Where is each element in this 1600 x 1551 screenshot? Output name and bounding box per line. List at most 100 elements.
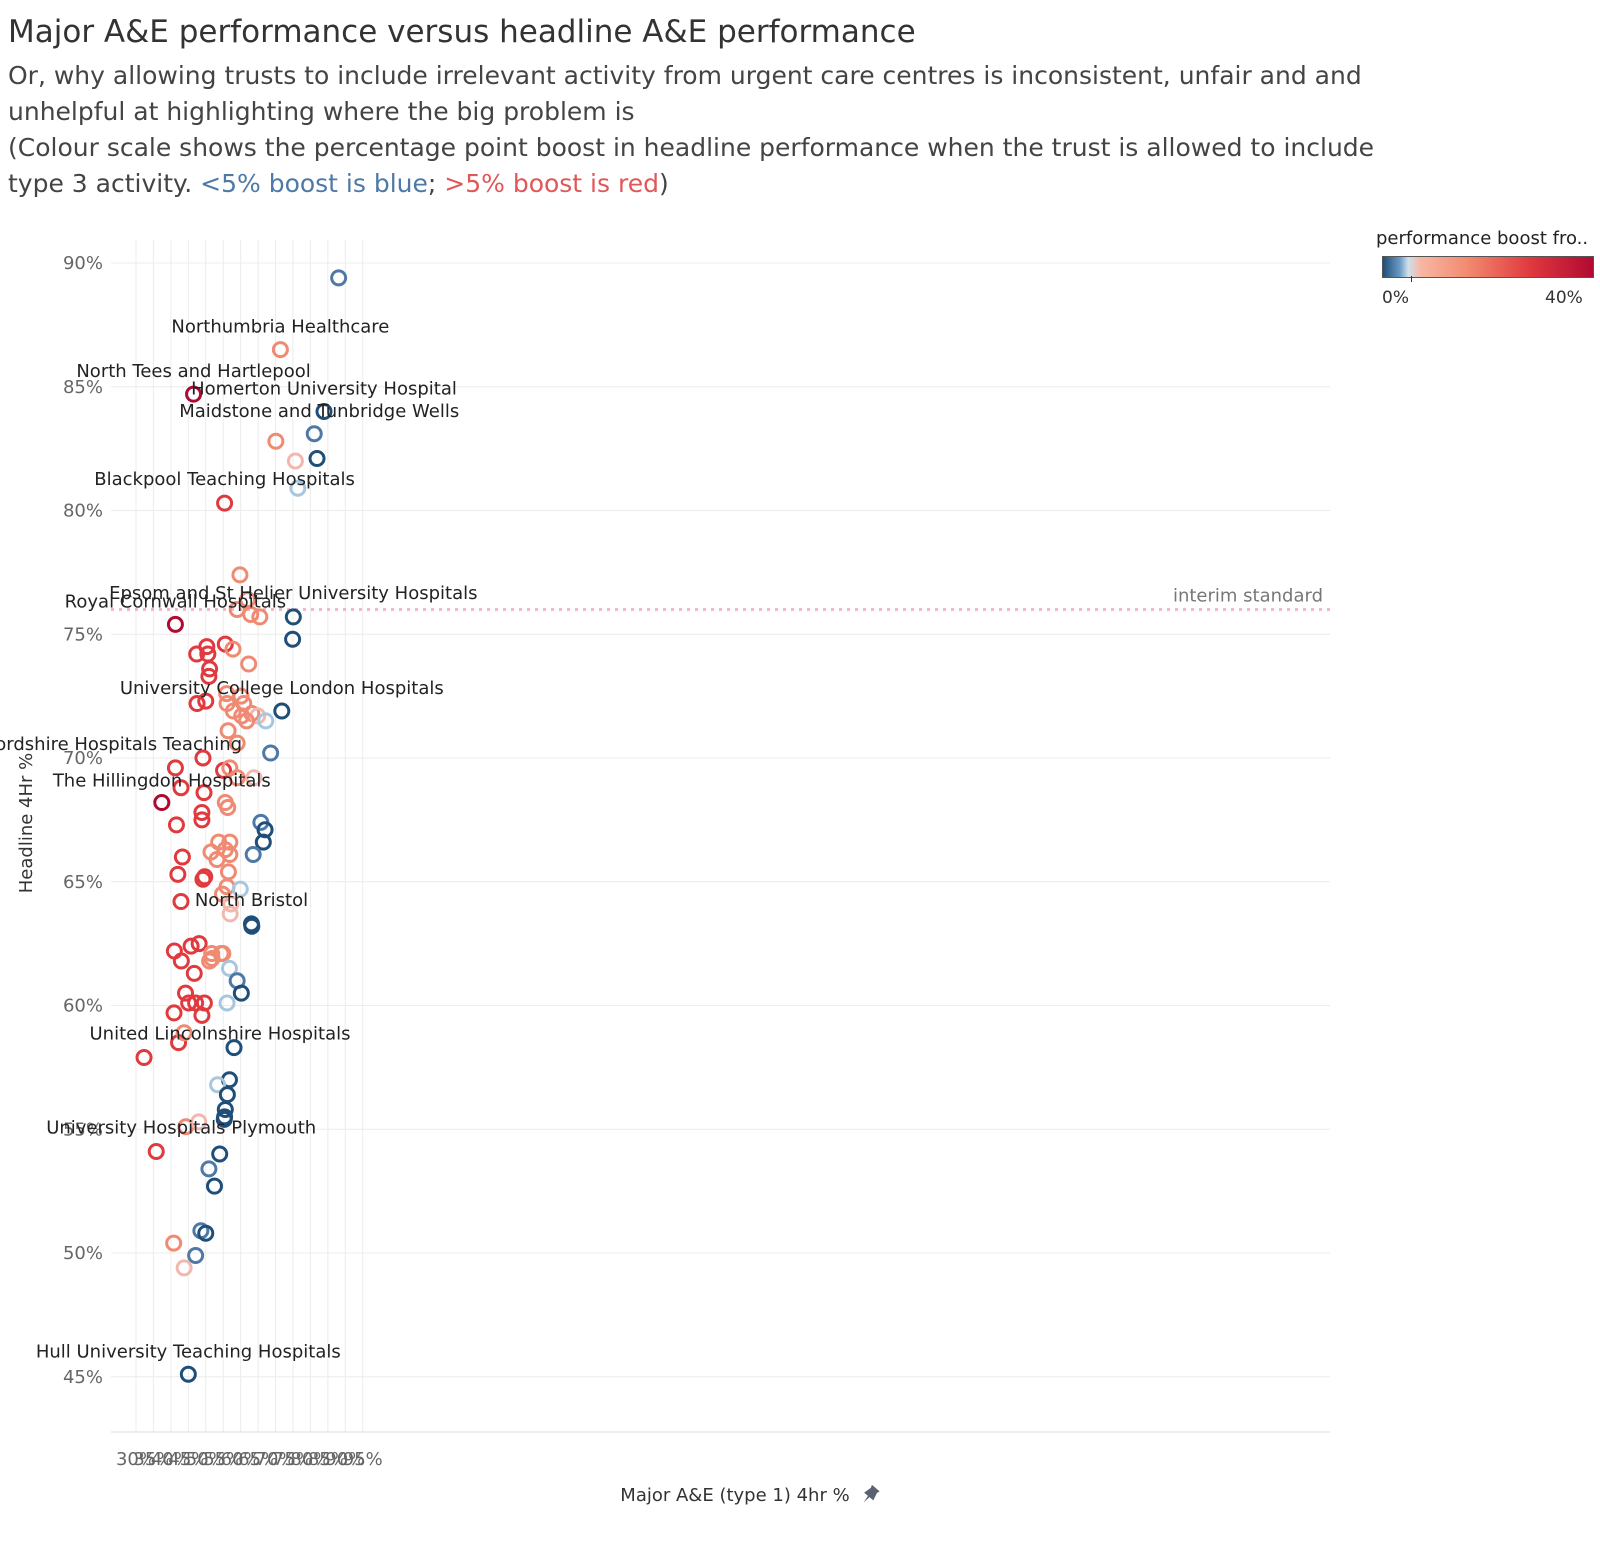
data-point[interactable]	[201, 660, 219, 678]
data-point[interactable]	[195, 784, 213, 802]
data-point[interactable]	[193, 1006, 211, 1024]
data-point[interactable]	[243, 917, 261, 935]
data-point[interactable]	[172, 779, 190, 797]
data-point[interactable]	[242, 605, 260, 623]
data-point[interactable]	[172, 952, 190, 970]
data-point[interactable]	[273, 702, 291, 720]
data-point[interactable]	[190, 1113, 208, 1131]
data-point[interactable]	[232, 984, 250, 1002]
data-point[interactable]	[203, 949, 221, 967]
data-point[interactable]	[180, 994, 198, 1012]
data-point[interactable]	[289, 479, 307, 497]
data-point[interactable]	[185, 964, 203, 982]
data-point[interactable]	[222, 895, 240, 913]
data-point[interactable]	[221, 905, 239, 923]
data-point[interactable]	[214, 885, 232, 903]
data-point[interactable]	[228, 769, 246, 787]
legend-zero-tick	[1411, 276, 1412, 282]
data-point[interactable]	[251, 608, 269, 626]
data-point[interactable]	[188, 645, 206, 663]
data-point[interactable]	[196, 868, 214, 886]
data-point[interactable]	[215, 1110, 233, 1128]
data-point[interactable]	[185, 385, 203, 403]
data-point[interactable]	[216, 1100, 234, 1118]
data-point[interactable]	[135, 1048, 153, 1066]
data-point[interactable]	[233, 707, 251, 725]
point-label: West Hertfordshire Hospitals Teaching	[0, 734, 242, 755]
data-point[interactable]	[286, 452, 304, 470]
data-point[interactable]	[165, 1234, 183, 1252]
data-point[interactable]	[257, 712, 275, 730]
x-tick-label: 60%	[221, 1449, 261, 1470]
data-point[interactable]	[193, 811, 211, 829]
data-point[interactable]	[244, 846, 262, 864]
legend-title[interactable]: performance boost fro..	[1376, 228, 1589, 249]
data-point[interactable]	[165, 1004, 183, 1022]
data-point[interactable]	[231, 566, 249, 584]
data-point[interactable]	[166, 615, 184, 633]
data-point[interactable]	[224, 640, 242, 658]
data-point[interactable]	[167, 816, 185, 834]
data-point[interactable]	[166, 759, 184, 777]
data-point[interactable]	[232, 687, 250, 705]
data-point[interactable]	[219, 799, 237, 816]
data-point[interactable]	[284, 630, 302, 648]
legend-max-label: 40%	[1545, 288, 1583, 308]
data-point[interactable]	[175, 1024, 193, 1042]
data-point[interactable]	[218, 1086, 236, 1104]
data-point[interactable]	[209, 1076, 227, 1094]
legend-color-scale[interactable]	[1382, 256, 1594, 278]
data-point[interactable]	[225, 1039, 243, 1057]
data-point[interactable]	[245, 769, 263, 787]
data-point[interactable]	[219, 722, 237, 740]
data-point[interactable]	[165, 942, 183, 960]
point-label: Epsom and St Helier University Hospitals	[109, 583, 477, 604]
pin-icon[interactable]	[859, 1484, 880, 1506]
data-point[interactable]	[211, 1145, 229, 1163]
data-point[interactable]	[262, 744, 280, 762]
data-point[interactable]	[169, 865, 187, 883]
subtitle-line-4: type 3 activity. <5% boost is blue; >5% …	[8, 169, 669, 198]
data-point[interactable]	[179, 1365, 197, 1383]
data-point[interactable]	[220, 959, 238, 977]
data-point[interactable]	[197, 692, 215, 710]
data-point[interactable]	[201, 952, 219, 970]
data-point[interactable]	[177, 984, 195, 1002]
data-point[interactable]	[172, 893, 190, 911]
data-point[interactable]	[305, 425, 323, 443]
x-tick-label: 65%	[238, 1449, 278, 1470]
data-point[interactable]	[271, 341, 289, 359]
data-point[interactable]	[193, 803, 211, 821]
data-point[interactable]	[182, 937, 200, 955]
data-point[interactable]	[147, 1143, 165, 1161]
data-point[interactable]	[216, 494, 234, 512]
data-point[interactable]	[315, 403, 333, 420]
data-point[interactable]	[208, 850, 226, 868]
data-point[interactable]	[205, 1177, 223, 1195]
data-point[interactable]	[187, 1246, 205, 1264]
data-point[interactable]	[228, 734, 246, 752]
data-point[interactable]	[200, 1160, 218, 1178]
data-point[interactable]	[238, 712, 256, 730]
data-point[interactable]	[308, 450, 326, 468]
data-point[interactable]	[188, 695, 206, 713]
data-point[interactable]	[175, 1259, 193, 1277]
data-point[interactable]	[197, 1224, 215, 1242]
data-point[interactable]	[224, 702, 242, 720]
data-point[interactable]	[173, 848, 191, 866]
data-point[interactable]	[194, 749, 212, 767]
data-point[interactable]	[200, 667, 218, 685]
data-point[interactable]	[284, 608, 302, 626]
data-point[interactable]	[190, 935, 208, 953]
data-point[interactable]	[153, 794, 171, 812]
blue-boost-text: <5% boost is blue	[200, 169, 428, 198]
data-point[interactable]	[330, 269, 348, 287]
point-label: Northumbria Healthcare	[171, 317, 389, 338]
point-label: University College London Hospitals	[120, 678, 444, 699]
data-point[interactable]	[254, 833, 272, 851]
data-point[interactable]	[231, 880, 249, 898]
data-point[interactable]	[218, 994, 236, 1012]
data-point[interactable]	[240, 655, 258, 673]
data-point[interactable]	[267, 432, 285, 450]
